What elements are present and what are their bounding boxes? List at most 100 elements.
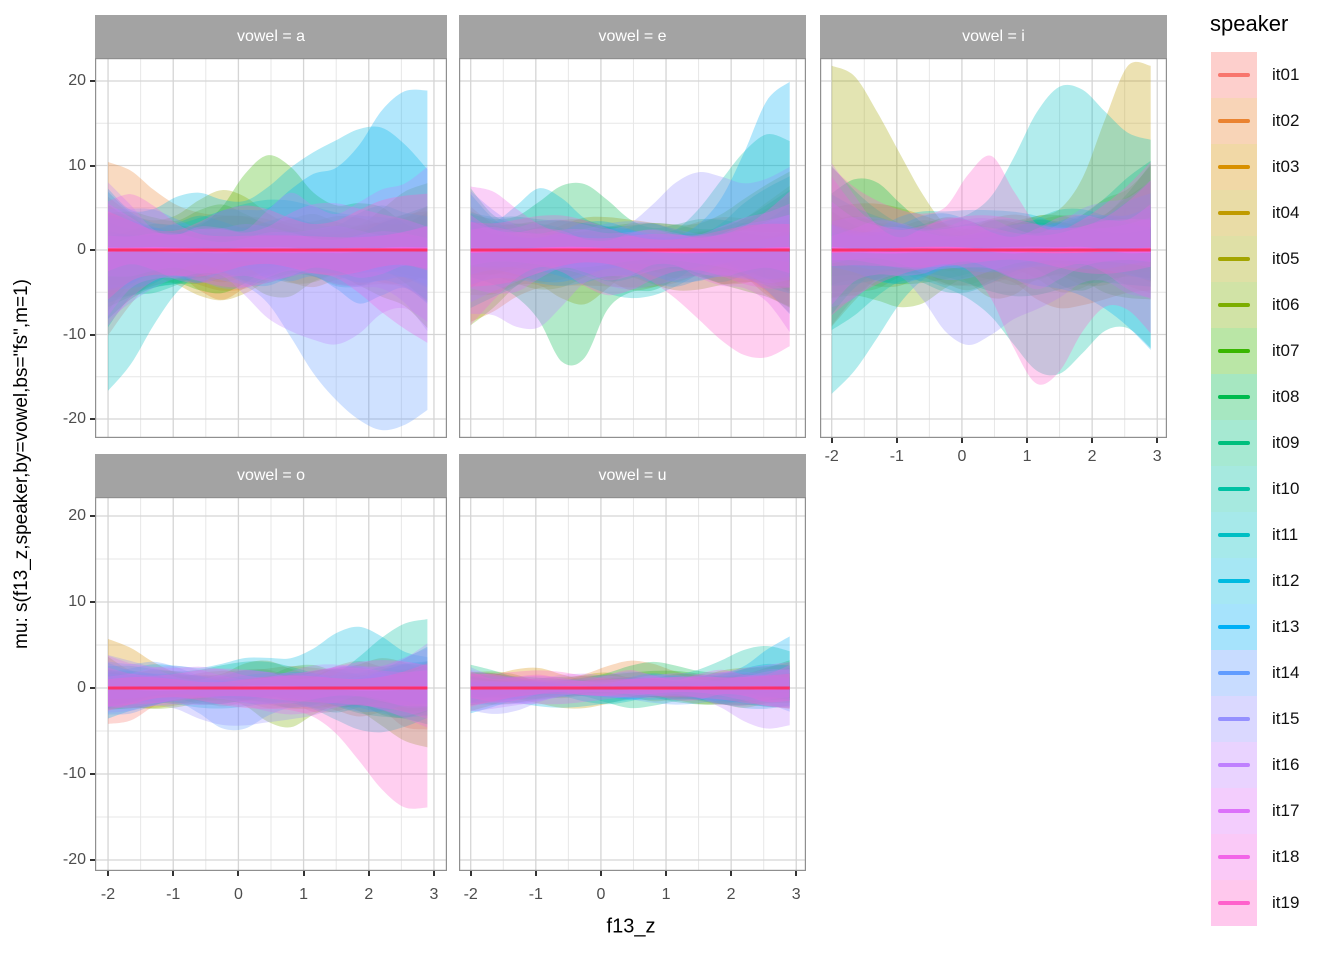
ribbon-it16 bbox=[108, 643, 428, 708]
ribbon-it16 bbox=[831, 201, 1151, 290]
ribbon-it18 bbox=[470, 664, 790, 703]
x-tick-label: 0 bbox=[957, 448, 967, 465]
x-tick-label: 0 bbox=[233, 886, 243, 903]
legend-label: it04 bbox=[1272, 203, 1300, 222]
legend-title: speaker bbox=[1210, 11, 1289, 36]
ribbon-it17 bbox=[108, 655, 428, 728]
facet-strip-label: vowel = u bbox=[598, 466, 667, 484]
ribbon-it03 bbox=[108, 638, 428, 709]
x-tick-mark bbox=[469, 871, 472, 876]
x-tick-label: 1 bbox=[1022, 448, 1032, 465]
ribbon-it10 bbox=[831, 194, 1151, 376]
facet-panel-a bbox=[95, 58, 447, 438]
legend-label: it16 bbox=[1272, 755, 1300, 774]
ribbon-it11 bbox=[831, 84, 1151, 394]
legend-label: it02 bbox=[1272, 111, 1300, 130]
legend-swatch bbox=[1211, 788, 1257, 834]
x-tick-mark bbox=[432, 871, 435, 876]
legend-label: it19 bbox=[1272, 893, 1300, 912]
legend-swatch bbox=[1211, 604, 1257, 650]
facet-strip-label: vowel = e bbox=[598, 27, 667, 45]
legend-item-it06: it06 bbox=[1211, 282, 1341, 328]
ribbon-it01 bbox=[831, 212, 1151, 326]
x-tick-mark bbox=[830, 438, 833, 443]
x-tick-mark bbox=[665, 871, 668, 876]
legend-key-line bbox=[1218, 901, 1250, 905]
y-tick-mark bbox=[90, 859, 95, 861]
ribbon-it08 bbox=[108, 668, 428, 718]
x-tick-label: 1 bbox=[661, 886, 671, 903]
y-tick-mark bbox=[90, 333, 95, 336]
ribbon-group bbox=[831, 61, 1151, 394]
facet-strip-a: vowel = a bbox=[95, 15, 447, 58]
ribbon-it08 bbox=[108, 206, 428, 319]
ribbon-it06 bbox=[470, 667, 790, 705]
legend-key-line bbox=[1218, 257, 1250, 261]
ribbon-it11 bbox=[470, 194, 790, 299]
legend-key-line bbox=[1218, 625, 1250, 629]
ribbon-group bbox=[470, 636, 790, 729]
x-tick-mark bbox=[107, 871, 110, 876]
ribbon-it09 bbox=[831, 160, 1151, 315]
legend-label: it14 bbox=[1272, 663, 1300, 682]
legend-key-line bbox=[1218, 671, 1250, 675]
x-tick-label: 2 bbox=[364, 886, 374, 903]
ribbon-it19 bbox=[108, 663, 428, 809]
legend-label: it07 bbox=[1272, 341, 1300, 360]
x-tick-label: 3 bbox=[1152, 448, 1162, 465]
ribbon-it02 bbox=[831, 214, 1151, 327]
facet-strip-label: vowel = o bbox=[236, 466, 306, 484]
ribbon-it02 bbox=[470, 660, 790, 706]
ribbon-it02 bbox=[470, 206, 790, 322]
legend-swatch bbox=[1211, 52, 1257, 98]
y-tick-label: -20 bbox=[62, 410, 86, 427]
x-tick-label: -2 bbox=[824, 448, 839, 465]
ribbon-it03 bbox=[470, 196, 790, 291]
ribbon-it17 bbox=[470, 662, 790, 708]
legend-item-it04: it04 bbox=[1211, 190, 1341, 236]
ribbon-it15 bbox=[470, 667, 790, 714]
ribbon-it12 bbox=[470, 188, 790, 287]
legend-item-it19: it19 bbox=[1211, 880, 1341, 926]
y-tick-label: 10 bbox=[68, 593, 86, 610]
ribbon-it01 bbox=[108, 196, 428, 336]
legend-label: it10 bbox=[1272, 479, 1300, 498]
y-tick-label: 10 bbox=[68, 156, 86, 174]
ribbon-it14 bbox=[470, 191, 790, 284]
legend-label: it13 bbox=[1272, 617, 1300, 636]
ribbon-it15 bbox=[470, 166, 790, 303]
ribbon-it04 bbox=[831, 61, 1151, 299]
y-tick-label: 20 bbox=[68, 72, 86, 89]
legend-key-line bbox=[1218, 441, 1250, 445]
x-tick-mark bbox=[237, 871, 240, 876]
x-tick-label: 0 bbox=[596, 886, 606, 903]
legend-key-line bbox=[1218, 349, 1250, 353]
legend-key-line bbox=[1218, 809, 1250, 813]
ribbon-group bbox=[470, 81, 790, 366]
y-tick-mark bbox=[90, 601, 95, 603]
x-tick-label: -2 bbox=[100, 886, 116, 903]
ribbon-it16 bbox=[470, 669, 790, 729]
legend-label: it12 bbox=[1272, 571, 1300, 590]
legend-label: it01 bbox=[1272, 65, 1300, 84]
legend-item-it03: it03 bbox=[1211, 144, 1341, 190]
ribbon-it05 bbox=[470, 185, 790, 290]
ribbon-it06 bbox=[831, 181, 1151, 308]
legend-label: it18 bbox=[1272, 847, 1300, 866]
x-tick-mark bbox=[1026, 438, 1029, 443]
legend-item-it09: it09 bbox=[1211, 420, 1341, 466]
ribbon-it04 bbox=[108, 670, 428, 712]
y-axis-title: mu: s(f13_z,speaker,by=vowel,bs="fs",m=1… bbox=[11, 279, 32, 649]
legend-item-it01: it01 bbox=[1211, 52, 1341, 98]
ribbon-it19 bbox=[831, 155, 1151, 385]
legend-key-line bbox=[1218, 717, 1250, 721]
legend-swatch bbox=[1211, 466, 1257, 512]
legend-label: it09 bbox=[1272, 433, 1300, 452]
ribbon-it13 bbox=[831, 206, 1151, 350]
ribbon-it07 bbox=[831, 164, 1151, 291]
legend-label: it15 bbox=[1272, 709, 1300, 728]
ribbon-group bbox=[107, 619, 428, 809]
legend-swatch bbox=[1211, 328, 1257, 374]
ribbon-it02 bbox=[108, 162, 428, 300]
legend-label: it03 bbox=[1272, 157, 1300, 176]
